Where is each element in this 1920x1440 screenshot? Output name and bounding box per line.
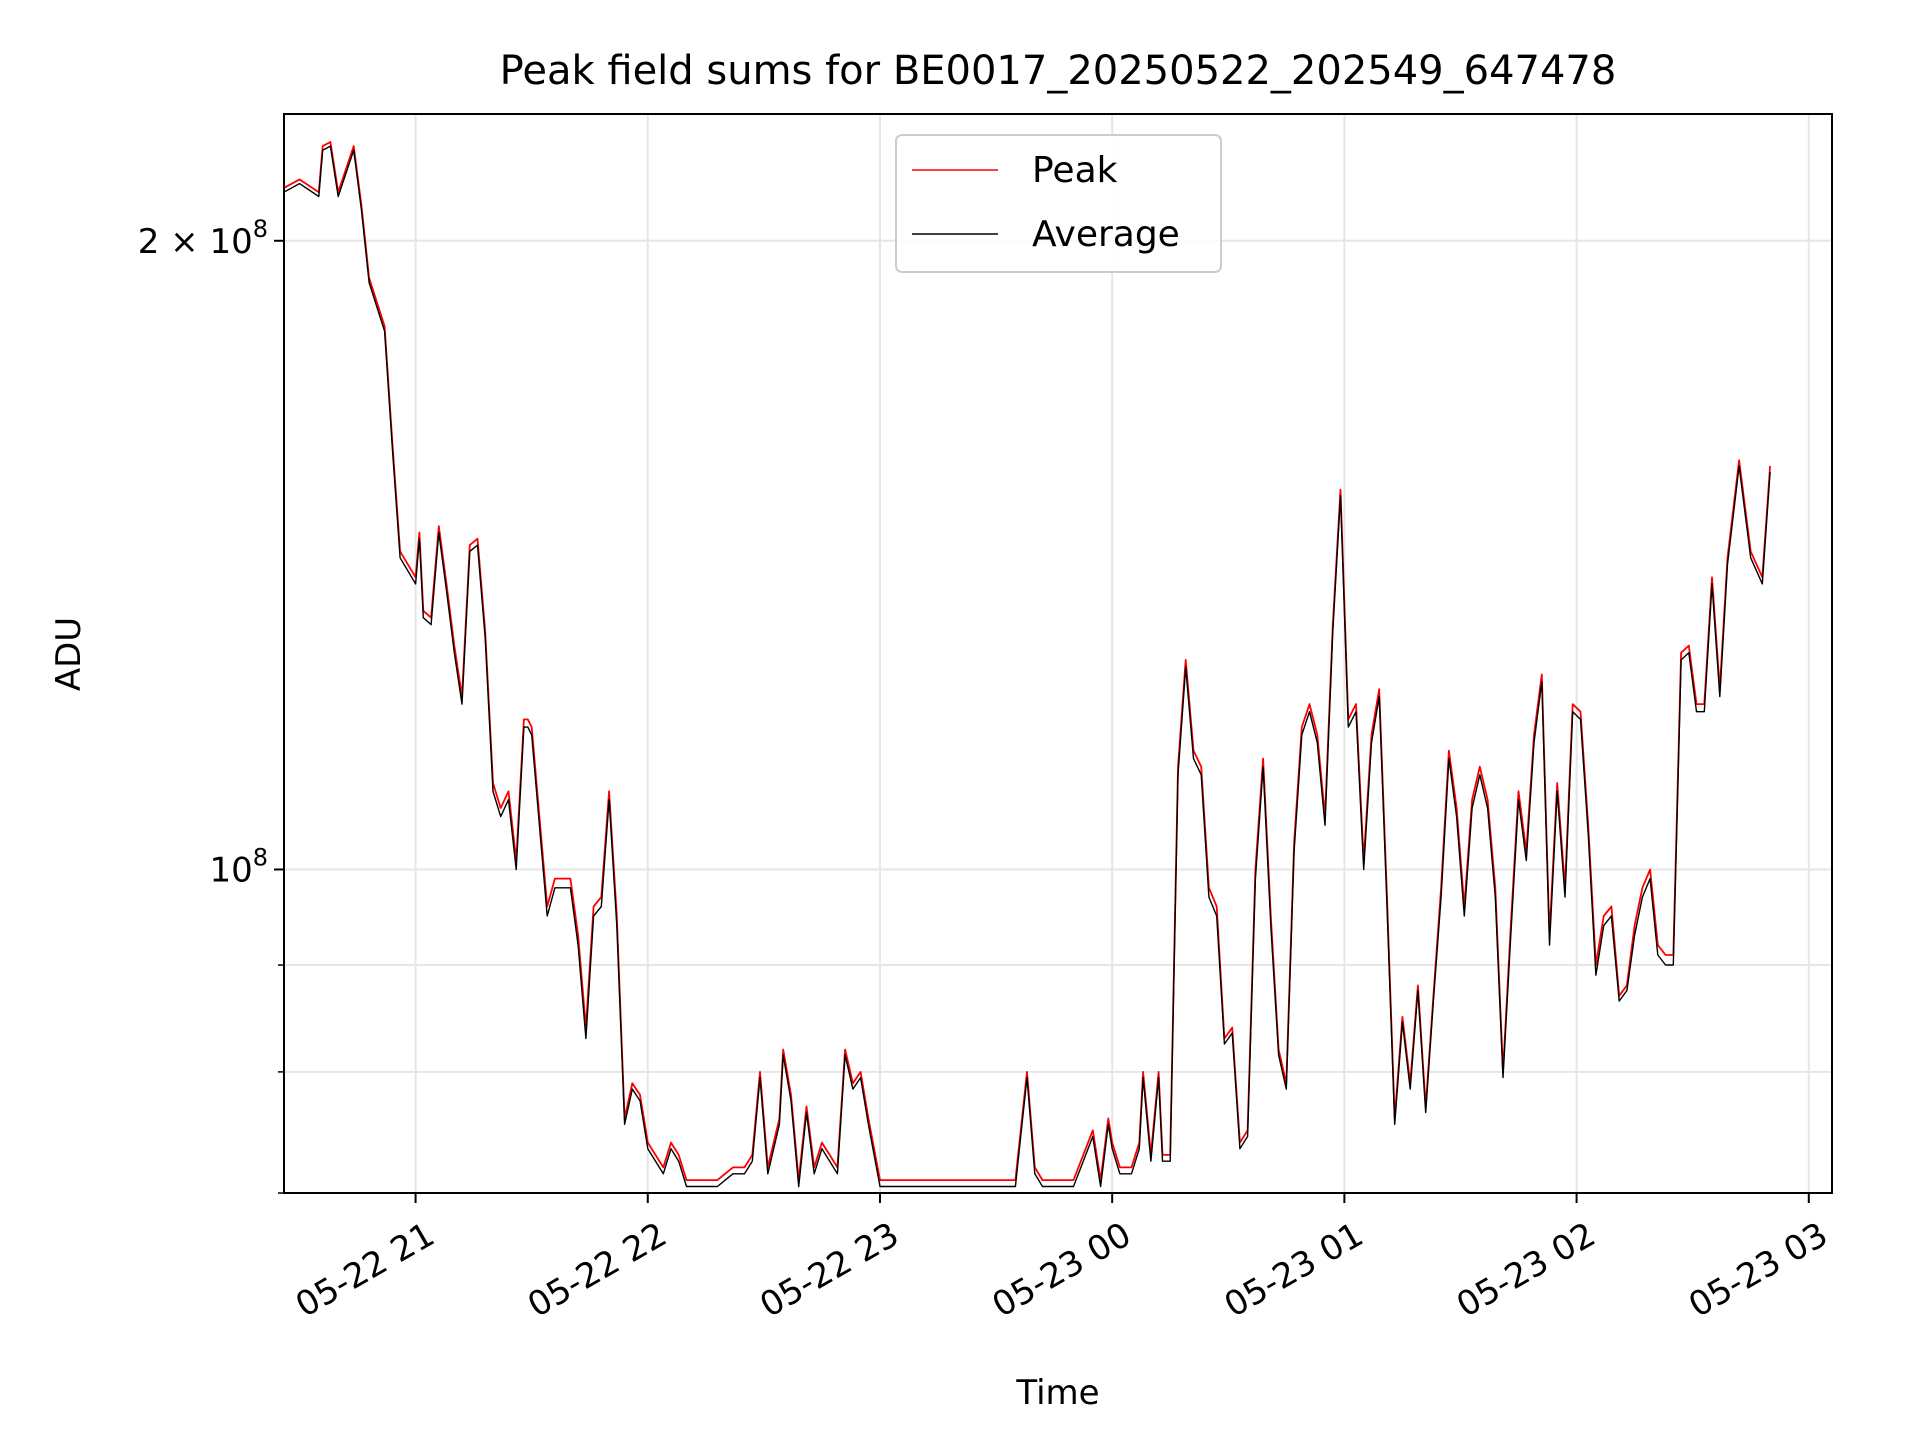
y-tick-label: 108 [209,843,268,890]
legend-label-average: Average [1032,214,1180,255]
chart-title: Peak field sums for BE0017_20250522_2025… [500,48,1617,94]
legend: Peak Average [895,134,1222,273]
plot-frame [283,113,1833,1194]
y-axis-label: ADU [49,617,89,691]
x-axis-label: Time [1015,1373,1099,1413]
series-line-average [284,145,1771,1188]
y-tick-label: 2 × 108 [138,215,268,262]
y-axis: 2 × 108 108 [138,215,284,1194]
series-layer [284,141,1771,1188]
legend-label-peak: Peak [1032,150,1118,191]
